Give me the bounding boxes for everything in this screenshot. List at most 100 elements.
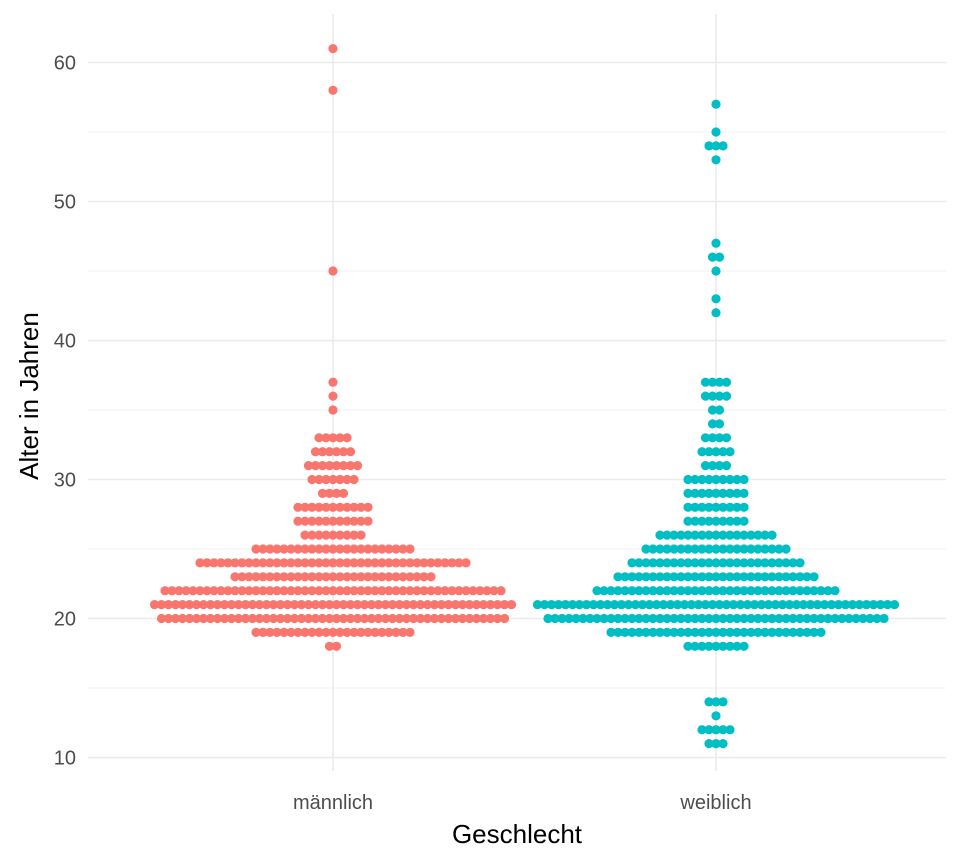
data-point xyxy=(819,600,830,610)
data-point xyxy=(328,391,338,401)
data-point xyxy=(230,572,240,582)
data-point xyxy=(321,558,331,568)
data-point xyxy=(405,586,415,596)
data-point xyxy=(669,627,679,638)
data-point xyxy=(683,586,693,596)
data-point xyxy=(613,572,623,582)
data-point xyxy=(774,627,784,638)
data-point xyxy=(300,502,310,512)
data-point xyxy=(335,627,345,638)
data-point xyxy=(240,600,251,610)
data-point xyxy=(700,433,711,443)
data-point xyxy=(212,600,223,610)
data-point xyxy=(585,613,595,624)
data-point xyxy=(307,627,317,638)
data-point xyxy=(342,572,352,582)
data-point xyxy=(767,544,777,554)
data-point xyxy=(718,544,728,554)
data-point xyxy=(331,641,342,651)
data-point xyxy=(401,613,412,624)
data-point xyxy=(177,613,188,624)
data-point xyxy=(697,641,707,651)
data-point xyxy=(163,600,174,610)
data-point xyxy=(328,377,338,387)
data-point xyxy=(802,627,812,638)
data-point xyxy=(721,433,732,443)
data-point xyxy=(816,627,826,638)
data-point xyxy=(279,544,289,554)
data-point xyxy=(714,405,725,415)
data-point xyxy=(746,558,756,568)
data-point xyxy=(160,586,170,596)
data-point xyxy=(230,558,240,568)
data-point xyxy=(265,627,275,638)
data-point xyxy=(419,572,429,582)
data-point xyxy=(721,461,732,471)
data-point xyxy=(251,627,261,638)
y-tick-label: 10 xyxy=(54,748,76,770)
data-point xyxy=(496,586,506,596)
data-point xyxy=(711,238,721,248)
data-point xyxy=(408,600,419,610)
data-point xyxy=(314,474,324,485)
data-point xyxy=(177,600,188,610)
data-point xyxy=(781,586,791,596)
data-point xyxy=(342,516,352,526)
data-point xyxy=(823,613,833,624)
data-point xyxy=(244,572,254,582)
data-point xyxy=(655,586,665,596)
data-point xyxy=(718,697,728,707)
data-point xyxy=(258,627,268,638)
data-point xyxy=(655,530,665,540)
data-point xyxy=(826,600,837,610)
data-point xyxy=(704,641,714,651)
data-point xyxy=(398,558,408,568)
data-point xyxy=(349,586,359,596)
data-point xyxy=(683,488,693,498)
data-point xyxy=(714,433,725,443)
data-point xyxy=(879,613,889,624)
data-point xyxy=(676,558,686,568)
data-point xyxy=(704,739,714,749)
data-point xyxy=(167,586,177,596)
data-point xyxy=(662,627,672,638)
data-point xyxy=(328,530,338,540)
data-point xyxy=(816,586,826,596)
data-point xyxy=(310,613,321,624)
data-point xyxy=(307,558,317,568)
data-point xyxy=(401,600,412,610)
data-point xyxy=(321,474,331,485)
data-point xyxy=(226,613,237,624)
data-point xyxy=(732,502,742,512)
data-point xyxy=(690,572,700,582)
data-point xyxy=(816,613,826,624)
y-tick-label: 60 xyxy=(54,53,76,75)
data-point xyxy=(342,474,352,485)
data-point xyxy=(739,544,749,554)
data-point xyxy=(714,461,725,471)
data-point xyxy=(595,600,606,610)
data-point xyxy=(648,586,658,596)
data-point xyxy=(725,544,735,554)
data-point xyxy=(300,544,310,554)
data-point xyxy=(384,627,394,638)
data-point xyxy=(349,474,359,485)
data-point xyxy=(560,600,571,610)
data-point xyxy=(268,613,279,624)
data-point xyxy=(412,572,422,582)
data-point xyxy=(391,544,401,554)
data-point xyxy=(303,600,314,610)
data-point xyxy=(363,586,373,596)
data-point xyxy=(408,613,419,624)
data-point xyxy=(704,544,714,554)
data-point xyxy=(258,586,268,596)
data-point xyxy=(861,600,872,610)
data-point xyxy=(718,141,728,151)
data-point xyxy=(293,516,303,526)
data-point xyxy=(482,586,492,596)
data-point xyxy=(324,600,335,610)
data-point xyxy=(359,600,370,610)
data-point xyxy=(244,558,254,568)
data-point xyxy=(676,627,686,638)
data-point xyxy=(760,572,770,582)
